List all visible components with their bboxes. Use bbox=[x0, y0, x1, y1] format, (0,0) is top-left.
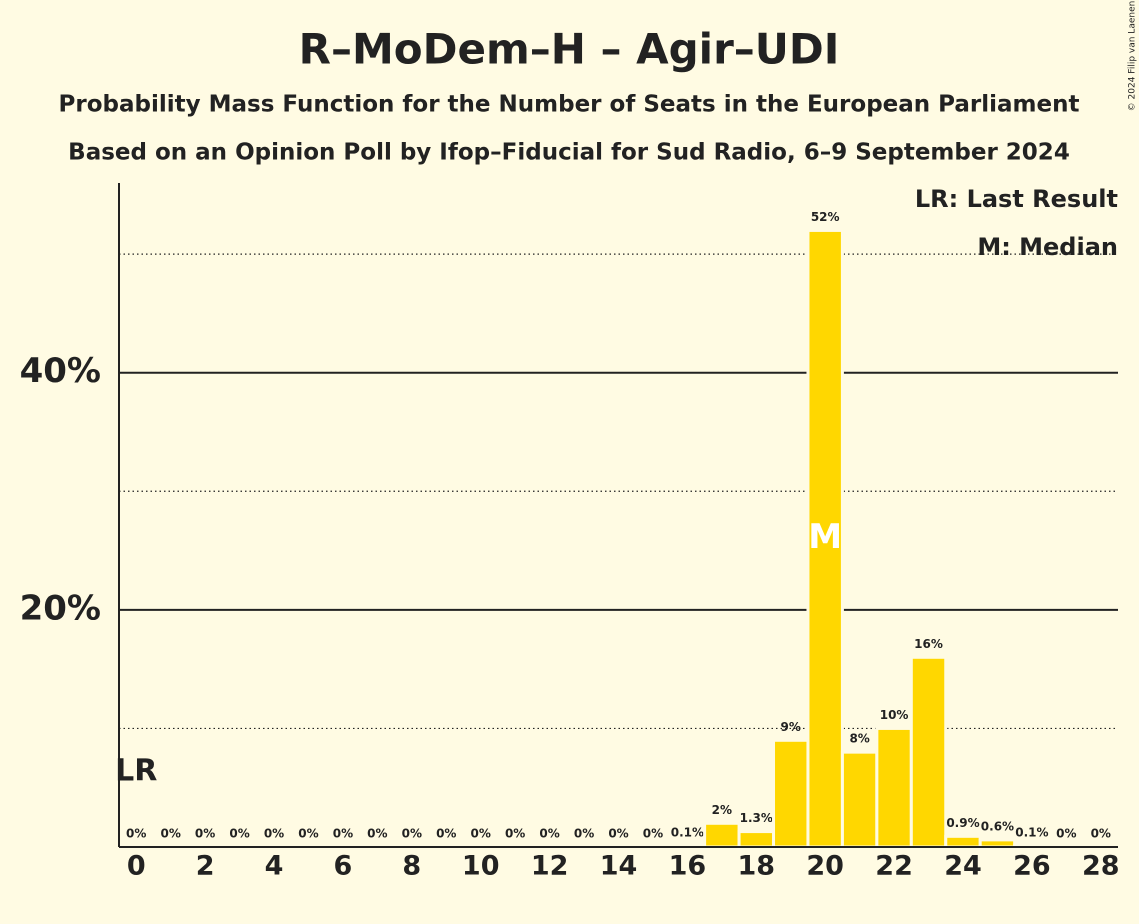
x-tick-label: 4 bbox=[265, 851, 284, 882]
value-label: 0% bbox=[436, 827, 456, 841]
value-label: 16% bbox=[914, 637, 943, 651]
x-tick-label: 20 bbox=[806, 851, 844, 882]
x-tick-label: 10 bbox=[462, 851, 500, 882]
chart-subtitle: Based on an Opinion Poll by Ifop–Fiducia… bbox=[68, 140, 1070, 166]
value-label: 0% bbox=[539, 827, 559, 841]
y-tick-label: 40% bbox=[20, 351, 101, 391]
chart-subtitle: Probability Mass Function for the Number… bbox=[59, 92, 1080, 118]
bar bbox=[875, 726, 913, 849]
bar bbox=[737, 830, 776, 849]
x-tick-label: 2 bbox=[196, 851, 215, 882]
x-tick-label: 24 bbox=[944, 851, 982, 882]
x-tick-label: 6 bbox=[334, 851, 353, 882]
x-tick-label: 28 bbox=[1082, 851, 1120, 882]
x-tick-label: 12 bbox=[531, 851, 569, 882]
median-marker: M bbox=[808, 517, 842, 557]
last-result-marker: LR bbox=[115, 754, 157, 789]
value-label: 1.3% bbox=[740, 811, 773, 825]
bar bbox=[944, 834, 982, 849]
value-label: 0% bbox=[298, 827, 318, 841]
x-tick-label: 22 bbox=[875, 851, 913, 882]
bar bbox=[703, 821, 741, 849]
value-label: 0% bbox=[367, 827, 387, 841]
x-tick-label: 18 bbox=[738, 851, 776, 882]
bar bbox=[840, 750, 879, 849]
bar bbox=[978, 838, 1017, 849]
value-label: 0% bbox=[126, 827, 146, 841]
value-label: 9% bbox=[781, 720, 801, 734]
copyright: © 2024 Filip van Laenen bbox=[1128, 1, 1138, 112]
x-tick-label: 0 bbox=[127, 851, 146, 882]
value-label: 10% bbox=[880, 708, 909, 722]
x-tick-label: 8 bbox=[402, 851, 421, 882]
value-label: 0% bbox=[229, 827, 249, 841]
value-label: 0% bbox=[608, 827, 628, 841]
value-label: 0% bbox=[195, 827, 215, 841]
value-label: 52% bbox=[811, 210, 840, 224]
chart-title: R–MoDem–H – Agir–UDI bbox=[299, 25, 840, 74]
legend-entry: M: Median bbox=[977, 233, 1118, 261]
value-label: 8% bbox=[849, 732, 869, 746]
value-label: 0% bbox=[643, 827, 663, 841]
value-label: 0% bbox=[1091, 827, 1111, 841]
value-label: 0% bbox=[471, 827, 491, 841]
x-tick-label: 14 bbox=[600, 851, 638, 882]
value-label: 0% bbox=[402, 827, 422, 841]
value-label: 0.6% bbox=[981, 819, 1014, 833]
value-label: 0% bbox=[505, 827, 525, 841]
value-label: 0% bbox=[264, 827, 284, 841]
value-label: 0.1% bbox=[671, 825, 704, 839]
value-label: 0.9% bbox=[946, 816, 979, 830]
y-tick-label: 20% bbox=[20, 588, 101, 628]
value-label: 0% bbox=[574, 827, 594, 841]
x-tick-label: 16 bbox=[669, 851, 707, 882]
value-label: 0.1% bbox=[1015, 825, 1048, 839]
x-tick-label: 26 bbox=[1013, 851, 1051, 882]
legend-entry: LR: Last Result bbox=[915, 185, 1118, 213]
bar bbox=[772, 738, 810, 849]
value-label: 0% bbox=[160, 827, 180, 841]
bar bbox=[909, 655, 948, 849]
value-label: 0% bbox=[333, 827, 353, 841]
value-label: 0% bbox=[1056, 827, 1076, 841]
value-label: 2% bbox=[712, 803, 732, 817]
